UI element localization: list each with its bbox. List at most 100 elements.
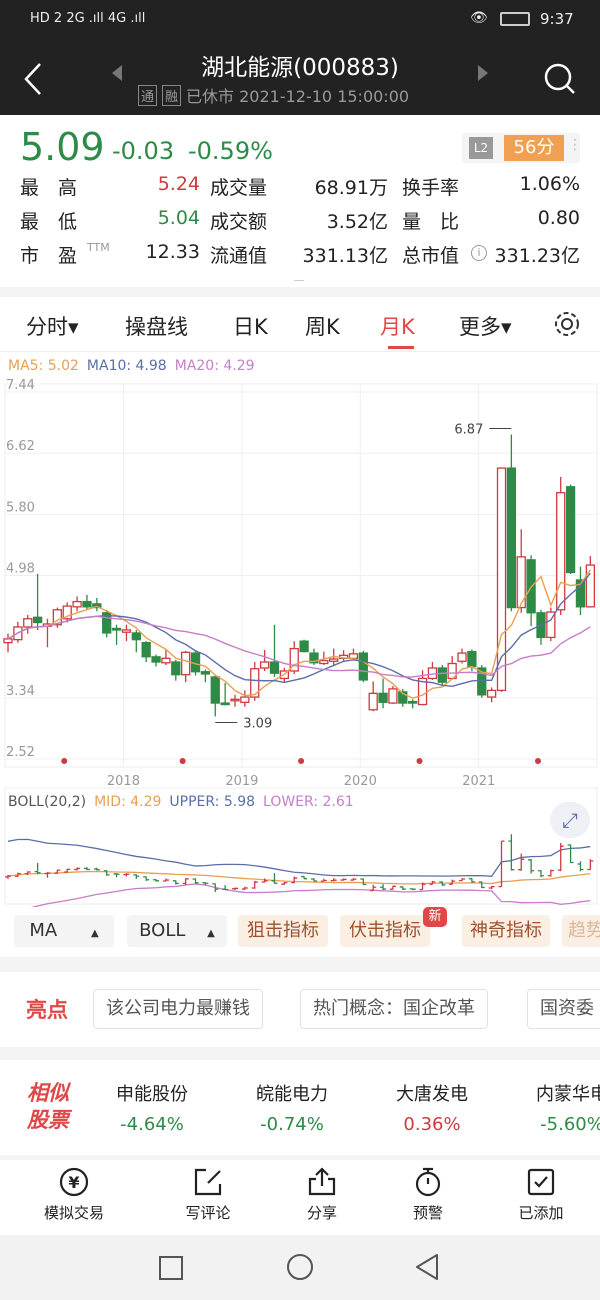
candle-body <box>556 492 566 611</box>
tab-trade-line[interactable]: 操盘线 <box>125 315 188 339</box>
more-dots-icon[interactable]: ⋮ <box>568 137 582 153</box>
ohlc-bar <box>557 842 564 872</box>
tab-intraday[interactable]: 分时▾ <box>26 315 79 339</box>
svg-text:¥: ¥ <box>68 1173 79 1192</box>
share-icon <box>308 1167 336 1196</box>
tab-monthly[interactable]: 月K <box>380 315 415 339</box>
ohlc-bar <box>103 870 110 876</box>
quote-value: 5.04 <box>157 207 200 229</box>
boll-selector[interactable]: BOLL ▲ <box>127 915 227 947</box>
candle <box>437 665 447 686</box>
toolbar-label: 已添加 <box>518 1204 564 1222</box>
indicator-sniper[interactable]: 狙击指标 <box>238 915 328 947</box>
similar-stock-card[interactable]: 大唐发电 0.36% <box>376 1070 488 1145</box>
ohlc-bar <box>301 875 308 880</box>
quote-panel: 5.09 -0.03 -0.59% L2 56分 ⋮ 最 高 5.24 成交量 68.… <box>0 115 600 287</box>
candle <box>259 650 270 671</box>
highlight-tag[interactable]: 热门概念：国企改革 <box>300 989 488 1029</box>
tab-more[interactable]: 更多▾ <box>459 315 512 339</box>
ohlc-bar <box>409 888 416 891</box>
candle <box>299 639 309 653</box>
candle <box>32 574 43 630</box>
candle-body <box>398 691 408 704</box>
search-icon[interactable] <box>543 62 577 96</box>
prev-stock-icon[interactable] <box>110 64 124 82</box>
alert-button[interactable]: 预警 <box>378 1166 478 1223</box>
recent-apps-icon[interactable] <box>158 1255 184 1281</box>
ohlc-bar <box>330 878 337 882</box>
added-watchlist-button[interactable]: 已添加 <box>491 1166 591 1223</box>
gear-icon[interactable] <box>552 309 582 339</box>
candle-body <box>240 696 250 703</box>
chart-canvas[interactable]: 7.44 6.62 5.80 4.98 3.34 2.52 2018 2019 2020 2021… <box>0 352 600 907</box>
stock-title: 湖北能源(000883) <box>201 55 399 81</box>
next-stock-icon[interactable] <box>476 64 490 82</box>
info-icon[interactable]: i <box>471 245 487 261</box>
ohlc-bar <box>518 853 525 871</box>
candle <box>62 602 72 623</box>
ohlc-bar <box>222 885 229 891</box>
ohlc-bar <box>291 876 298 884</box>
highlights-label: 亮点 <box>26 998 68 1022</box>
candle-body <box>72 600 82 608</box>
candle <box>368 681 378 712</box>
candle-body <box>585 564 595 608</box>
ohlc-bar <box>241 886 248 890</box>
boll-lower-line <box>30 883 591 907</box>
ttm-sup: TTM <box>87 241 110 254</box>
event-dot <box>416 758 423 764</box>
candle-body <box>102 612 112 634</box>
candle <box>556 477 566 616</box>
ohlc-bar <box>310 878 317 882</box>
quote-label: 成交额 <box>210 211 268 233</box>
quote-value: 5.24 <box>157 173 200 195</box>
back-nav-icon[interactable] <box>414 1253 440 1281</box>
high-label: 6.87 <box>454 423 483 438</box>
clock: 9:37 <box>540 10 574 28</box>
share-button[interactable]: 分享 <box>272 1166 372 1223</box>
back-icon[interactable] <box>22 62 44 96</box>
similar-stock-card[interactable]: 申能股份 -4.64% <box>96 1070 208 1145</box>
expand-chevron-icon[interactable] <box>294 275 304 281</box>
fullscreen-icon[interactable]: ⤢ <box>550 802 590 838</box>
boll-mid-line <box>7 870 591 885</box>
highlight-tag[interactable]: 该公司电力最赚钱 <box>93 989 263 1029</box>
home-icon[interactable] <box>286 1253 314 1281</box>
stock-subtitle: 通 融 已休市 2021-12-10 15:00:00 <box>138 83 409 107</box>
candle <box>171 659 181 681</box>
y-tick-label: 4.98 <box>6 562 35 577</box>
ohlc-bar <box>162 878 169 882</box>
ma-selector[interactable]: MA ▲ <box>14 915 114 947</box>
indicator-trend[interactable]: 趋势 <box>562 915 600 947</box>
tab-weekly[interactable]: 周K <box>305 315 340 339</box>
indicator-ambush[interactable]: 伏击指标 <box>340 915 430 947</box>
similar-stock-card[interactable]: 内蒙华电 -5.60% <box>516 1070 600 1145</box>
write-comment-button[interactable]: 写评论 <box>158 1166 258 1223</box>
quote-value: 12.33 <box>145 241 200 263</box>
candle <box>240 690 250 707</box>
candle-body <box>496 467 507 692</box>
ohlc-bar <box>468 878 475 883</box>
highlight-tag[interactable]: 国资委 <box>527 989 600 1029</box>
candle-body <box>368 692 378 711</box>
simulate-trade-button[interactable]: ¥ 模拟交易 <box>24 1166 124 1223</box>
tab-daily[interactable]: 日K <box>233 315 268 339</box>
kline-chart[interactable]: MA5: 5.02 MA10: 4.98 MA20: 4.29 7.44 6.62… <box>0 352 600 907</box>
candle-body <box>141 641 151 658</box>
candle-body <box>250 668 260 698</box>
indicator-magic[interactable]: 神奇指标 <box>462 915 550 947</box>
similar-stock-card[interactable]: 皖能电力 -0.74% <box>236 1070 348 1145</box>
candle <box>457 648 467 664</box>
candle <box>220 682 230 706</box>
ohlc-bar <box>14 872 21 877</box>
ohlc-bar <box>449 879 456 885</box>
candle <box>358 650 368 683</box>
last-price: 5.09 <box>20 125 105 169</box>
candle <box>121 624 132 642</box>
y-tick-label: 3.34 <box>6 684 35 699</box>
candle <box>161 650 171 666</box>
level2-widget[interactable]: L2 56分 ⋮ <box>462 133 582 163</box>
quote-label: 总市值 <box>402 245 460 267</box>
quote-label: 换手率 <box>402 177 460 199</box>
ohlc-bar <box>83 867 90 871</box>
